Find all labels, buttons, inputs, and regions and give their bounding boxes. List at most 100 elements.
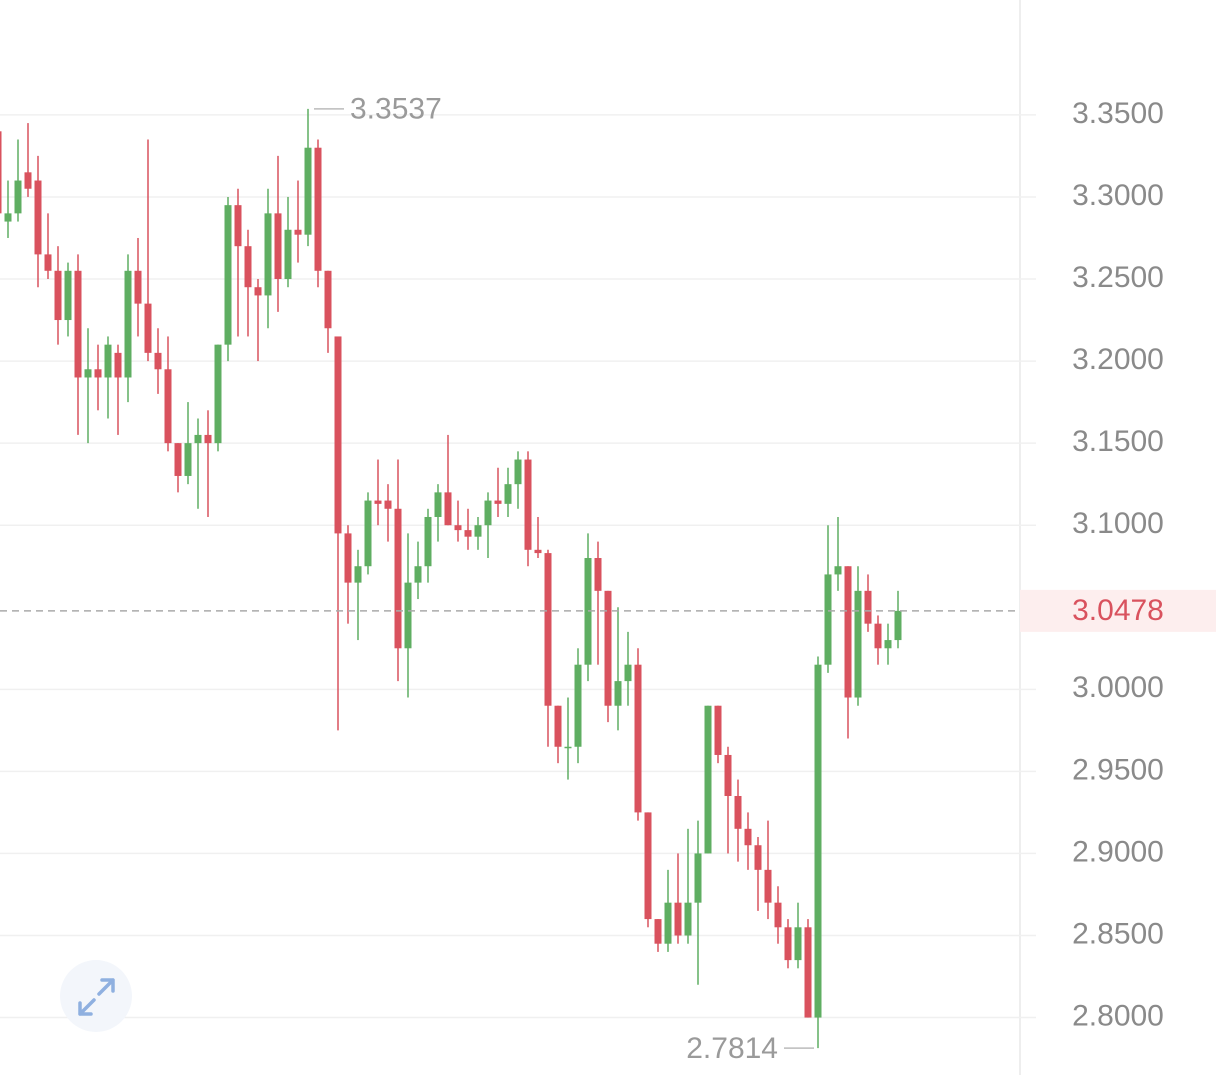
candle-body [164, 369, 172, 444]
candle-body [404, 582, 412, 649]
candle-body [0, 131, 2, 214]
candle-body [334, 336, 342, 534]
min-label: 2.7814 [686, 1032, 778, 1065]
candle-body [894, 610, 902, 641]
candle-body [684, 902, 692, 936]
max-label: 3.3537 [350, 93, 442, 126]
candle-body [84, 369, 92, 378]
candle-body [704, 705, 712, 854]
candle-body [234, 205, 242, 247]
candle-body [324, 270, 332, 329]
candle-body [54, 270, 62, 321]
y-tick-label: 3.3500 [1072, 97, 1164, 130]
candle-body [564, 746, 572, 749]
y-tick-label: 3.2000 [1072, 343, 1164, 376]
candle-body [314, 147, 322, 271]
candle-body [134, 270, 142, 304]
candle-body [614, 681, 622, 706]
candle-body [884, 640, 892, 649]
candle-body [504, 484, 512, 504]
last-price-label: 3.0478 [1072, 594, 1164, 627]
candle-body [734, 795, 742, 829]
candle-body [804, 927, 812, 1018]
expand-bg[interactable] [60, 960, 132, 1032]
candle-body [384, 500, 392, 509]
candle-body [694, 853, 702, 903]
candle-body [274, 213, 282, 280]
candle-body [304, 147, 312, 235]
candle-body [424, 516, 432, 567]
candle-body [524, 459, 532, 550]
y-tick-label: 2.9500 [1072, 753, 1164, 786]
candle-body [124, 270, 132, 378]
candle-body [104, 344, 112, 378]
candle-body [724, 754, 732, 796]
candle-body [174, 443, 182, 476]
candle-body [154, 352, 162, 370]
y-tick-label: 2.9000 [1072, 835, 1164, 868]
candle-body [34, 180, 42, 255]
candle-body [414, 566, 422, 583]
candle-body [294, 229, 302, 235]
candle-body [744, 828, 752, 846]
candle-body [814, 664, 822, 1018]
candle-body [834, 566, 842, 575]
candle-body [374, 500, 382, 504]
candle-body [364, 500, 372, 567]
candle-body [244, 246, 252, 288]
candle-body [284, 229, 292, 280]
candle-body [394, 508, 402, 649]
candle-body [574, 664, 582, 747]
candle-body [784, 927, 792, 961]
y-tick-label: 3.1500 [1072, 425, 1164, 458]
candle-body [714, 705, 722, 755]
candle-body [184, 443, 192, 476]
candle-body [824, 574, 832, 665]
candle-body [214, 344, 222, 444]
candle-body [4, 213, 12, 222]
expand-icon[interactable] [78, 978, 115, 1016]
expand-button[interactable] [60, 960, 132, 1032]
candle-body [854, 590, 862, 698]
candle-body [494, 500, 502, 504]
candle-body [794, 927, 802, 961]
candle-body [844, 566, 852, 698]
candle-body [864, 590, 872, 624]
candle-body [774, 902, 782, 928]
candle-body [594, 558, 602, 591]
candle-body [604, 590, 612, 706]
candle-body [44, 254, 52, 271]
candle-body [64, 270, 72, 321]
candle-body [624, 664, 632, 682]
y-tick-label: 2.8000 [1072, 999, 1164, 1032]
candle-body [254, 287, 262, 296]
candle-body [264, 213, 272, 296]
candle-body [454, 525, 462, 531]
y-tick-label: 3.1000 [1072, 507, 1164, 540]
candle-body [434, 492, 442, 517]
candle-body [224, 205, 232, 345]
candle-body [664, 902, 672, 944]
candle-body [474, 525, 482, 537]
candle-body [94, 369, 102, 378]
candle-body [554, 705, 562, 747]
y-tick-label: 2.8500 [1072, 917, 1164, 950]
candle-body [764, 869, 772, 903]
candle-body [754, 845, 762, 870]
candle-body [484, 500, 492, 526]
y-tick-label: 3.2500 [1072, 261, 1164, 294]
candle-body [74, 270, 82, 378]
candle-body [204, 434, 212, 444]
candle-body [354, 566, 362, 583]
candle-body [24, 172, 32, 189]
candle-body [144, 303, 152, 353]
last-price-bg [1020, 589, 1216, 632]
candle-body [544, 553, 552, 706]
candle-body [654, 919, 662, 944]
candle-body [644, 812, 652, 920]
candle-body [634, 664, 642, 813]
candle-body [514, 459, 522, 485]
candle-body [114, 352, 122, 378]
